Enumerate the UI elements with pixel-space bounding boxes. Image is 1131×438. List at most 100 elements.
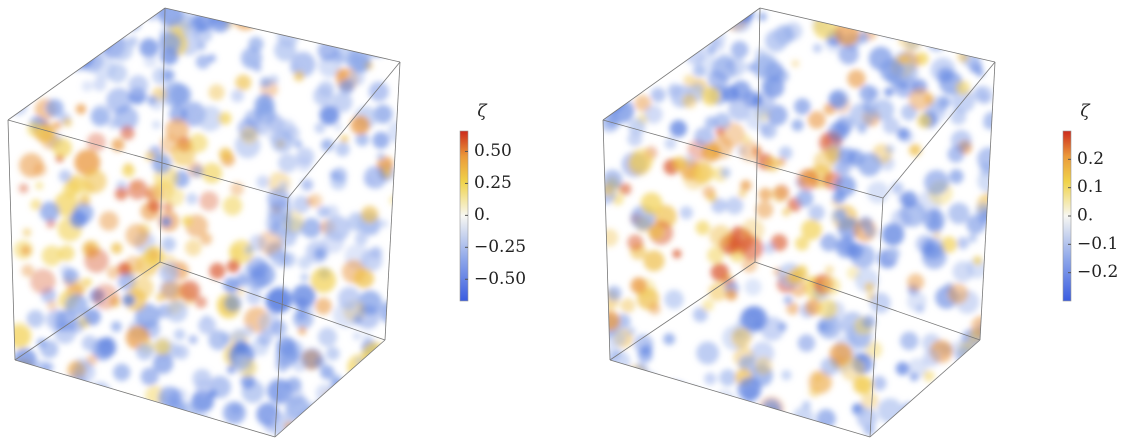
volume-blob	[629, 409, 639, 419]
volume-blob	[671, 24, 685, 38]
volume-blob	[714, 389, 736, 411]
volume-blob	[277, 153, 298, 173]
volume-blob	[86, 132, 106, 152]
volume-blob	[389, 195, 400, 206]
volume-blob	[925, 416, 950, 437]
volume-blob	[355, 304, 381, 330]
volume-blob	[834, 208, 847, 221]
volume-blob	[106, 265, 121, 280]
volume-blob	[120, 125, 135, 141]
volume-blob	[641, 421, 651, 432]
volume-blob	[207, 53, 217, 63]
volume-blob	[147, 199, 161, 213]
volume-blob	[920, 8, 943, 29]
volume-blob	[628, 118, 646, 136]
volume-blob	[714, 41, 725, 52]
colorbar-tick-label: 0.25	[474, 173, 512, 193]
volume-blob	[881, 223, 905, 246]
volume-blob	[828, 90, 847, 109]
volume-blob	[950, 341, 967, 358]
volume-blob	[30, 199, 42, 211]
colorbar-tick-label: 0.	[1077, 206, 1093, 226]
volume-blob	[355, 132, 370, 147]
volume-blob	[51, 37, 69, 56]
cube-edge	[7, 119, 16, 361]
volume-blob	[760, 78, 775, 93]
volume-blob	[284, 421, 295, 432]
volume-blob	[692, 307, 708, 323]
volume-blob	[340, 393, 351, 404]
volume-blob	[341, 21, 357, 37]
volume-blob	[38, 379, 56, 396]
volume-blob	[725, 288, 738, 301]
cube-edge	[869, 197, 884, 438]
volume-blob	[23, 20, 40, 38]
volume-blob	[760, 316, 785, 341]
volume-blob	[130, 276, 154, 300]
volume-blob	[334, 122, 343, 131]
volume-blob	[231, 328, 246, 343]
volume-blob	[84, 248, 109, 273]
volume-blob	[943, 395, 964, 416]
volume-blob	[624, 364, 648, 389]
volume-blob	[634, 94, 652, 112]
volume-blob	[197, 105, 223, 132]
colorbar-tick-label: −0.1	[1077, 234, 1118, 254]
cube-edge	[869, 339, 981, 438]
volume-blob	[199, 232, 213, 246]
volume-blob	[745, 110, 765, 130]
volume-blob	[708, 282, 728, 302]
volume-blob	[161, 236, 176, 252]
volume-blob	[136, 343, 153, 361]
volume-blob	[908, 87, 932, 112]
volume-blob	[229, 245, 244, 260]
volume-blob	[240, 126, 259, 145]
cube-edge	[274, 339, 386, 438]
volume-blob	[301, 178, 314, 191]
volume-blob	[706, 246, 725, 264]
volume-blob	[320, 138, 334, 152]
cube-edge	[159, 261, 386, 341]
volume-blob	[808, 386, 820, 398]
volume-blob	[325, 205, 339, 219]
volume-blob	[313, 85, 334, 106]
volume-blob	[165, 187, 185, 207]
cube-edge	[7, 7, 166, 121]
cube-edge	[609, 359, 871, 438]
volume-blob	[13, 64, 29, 80]
volume-blob	[731, 327, 752, 348]
volume-blob	[344, 395, 356, 406]
volume-blob	[653, 28, 673, 47]
volume-blob	[315, 8, 339, 31]
volume-blob	[41, 245, 63, 266]
volume-blob	[325, 346, 340, 361]
volume-blob	[334, 409, 353, 429]
volume-blob	[337, 30, 351, 44]
volume-blob	[650, 87, 666, 103]
volume-blob	[872, 98, 895, 121]
volume-blob	[730, 40, 749, 59]
colorbar-label: ζ	[1080, 102, 1091, 122]
volume-blob	[640, 192, 663, 215]
volume-blob	[330, 380, 350, 401]
volume-blob	[372, 131, 390, 149]
volume-blob	[379, 219, 388, 229]
volume-blob	[92, 77, 107, 92]
volume-blob	[52, 138, 72, 158]
volume-blob	[69, 42, 85, 58]
volume-blob	[891, 181, 904, 195]
volume-blob	[111, 138, 125, 152]
volume-blob	[385, 362, 400, 377]
volume-blob	[169, 84, 192, 106]
volume-blob	[191, 389, 214, 413]
volume-blob	[218, 147, 233, 161]
volume-blob	[728, 98, 751, 121]
volume-blob	[794, 236, 810, 251]
volume-blob	[270, 413, 297, 437]
volume-blob	[818, 411, 827, 420]
volume-blob	[838, 147, 856, 165]
volume-blob	[827, 122, 849, 143]
volume-blob	[209, 10, 231, 33]
volume-blob	[889, 425, 909, 437]
volume-blob	[743, 409, 767, 432]
